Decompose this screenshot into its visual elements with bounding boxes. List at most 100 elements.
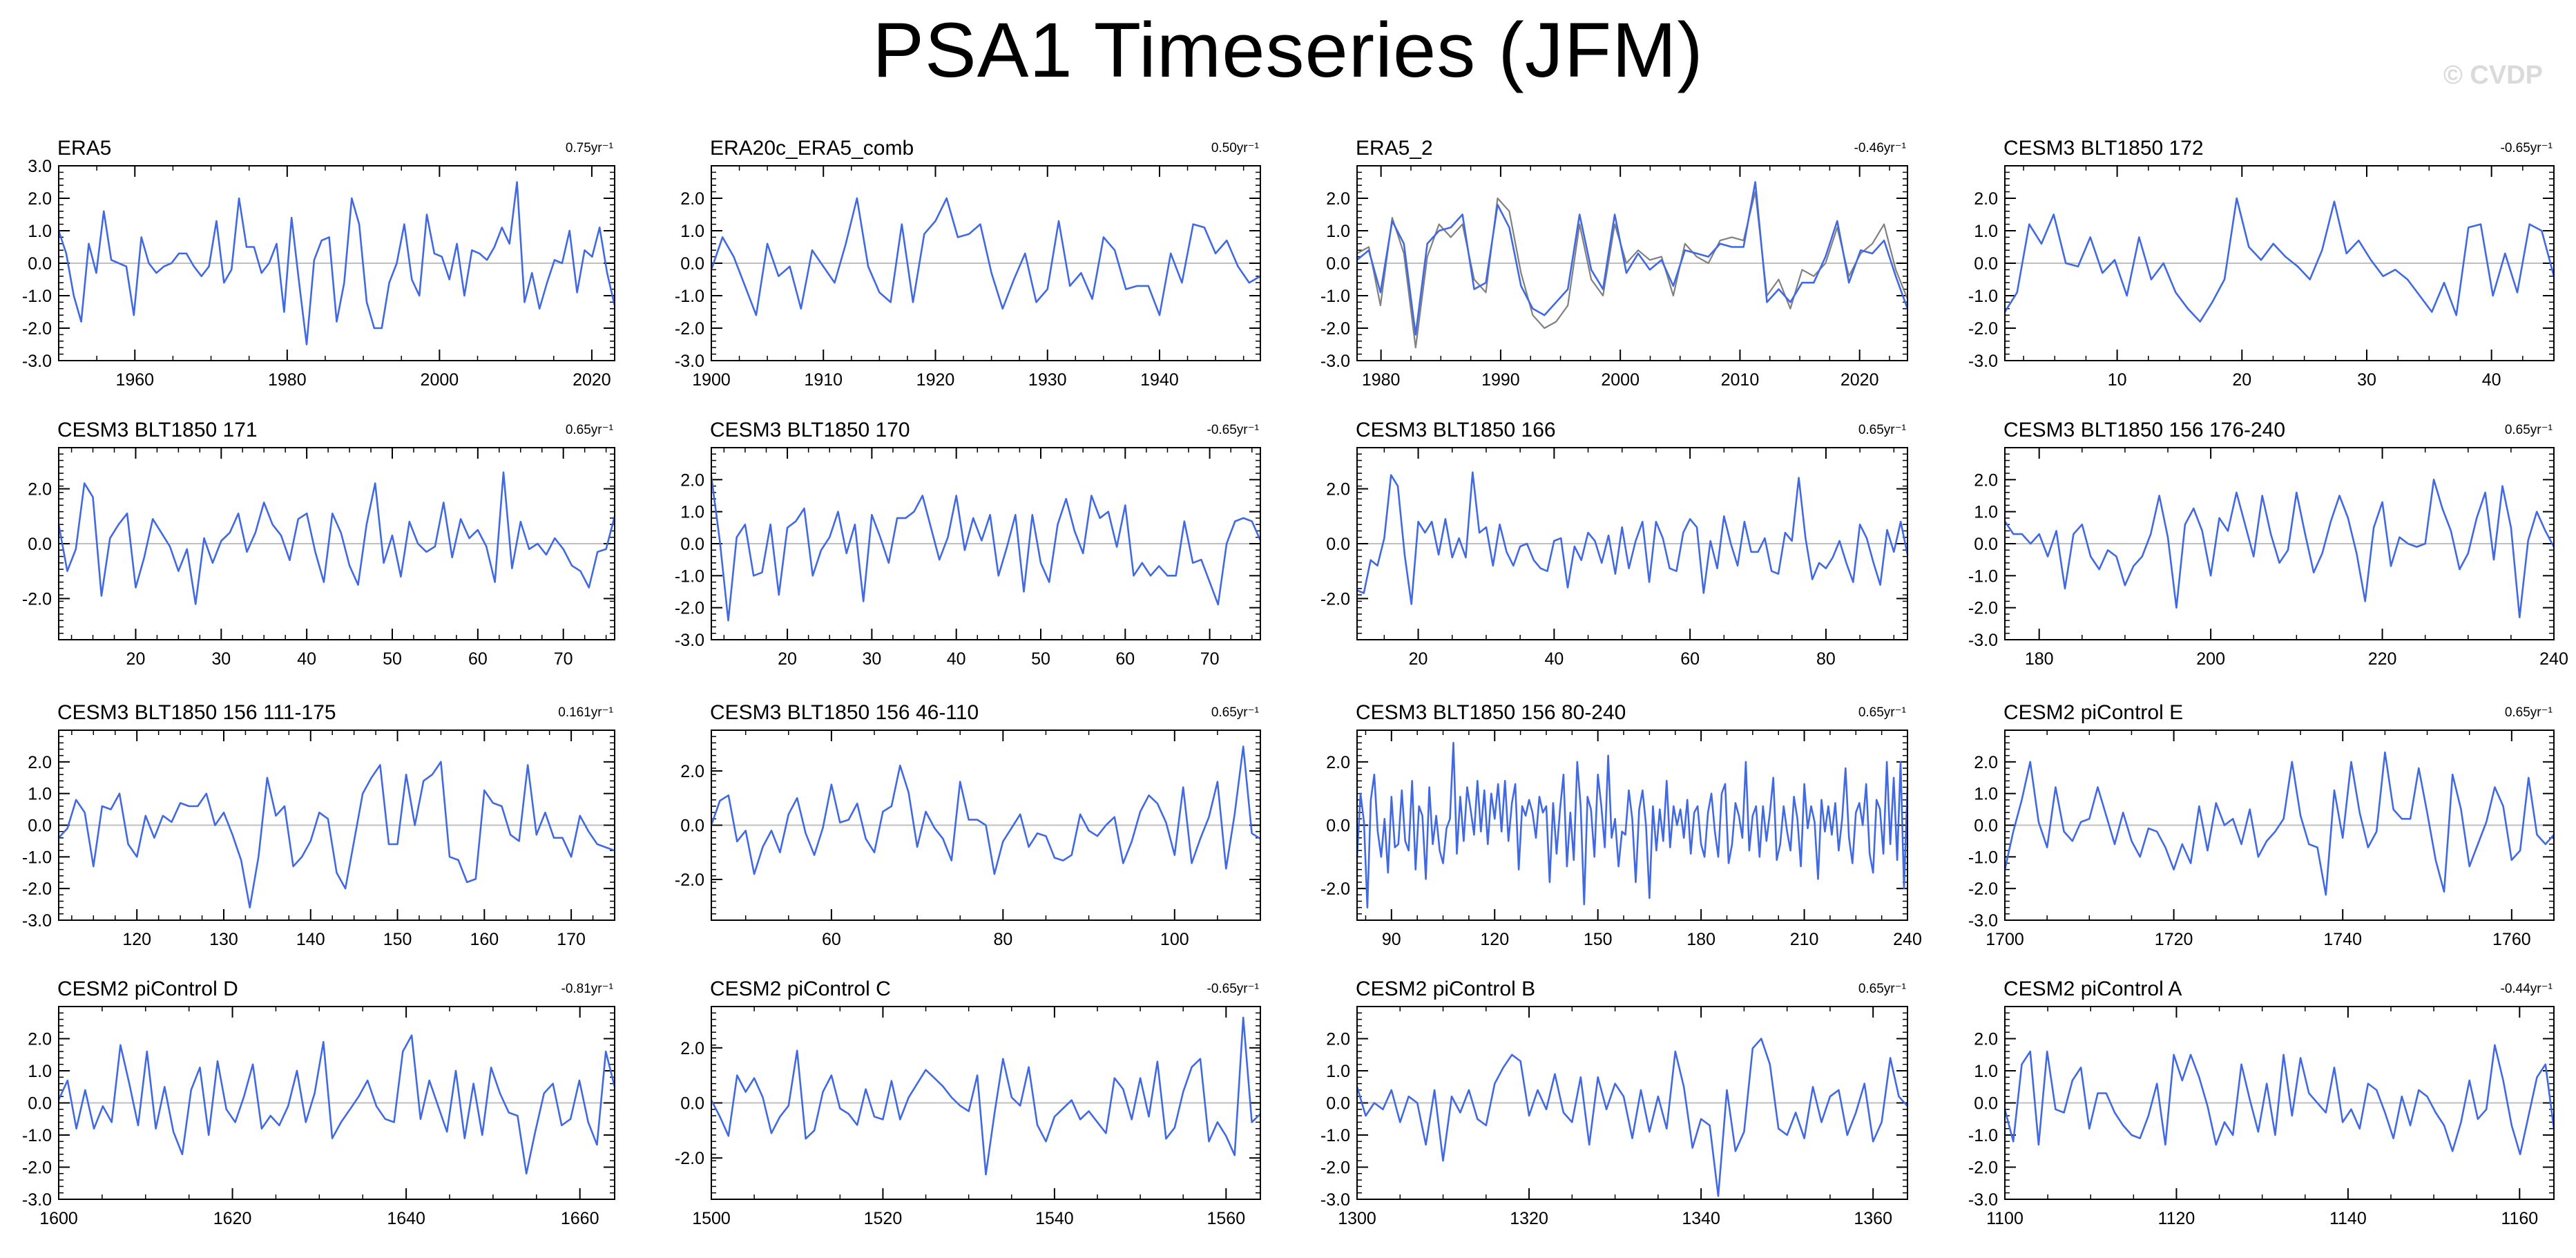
panel-trend: -0.44yr⁻¹ xyxy=(2501,982,2553,996)
plot-frame xyxy=(1356,447,1908,640)
y-tick-label: -2.0 xyxy=(22,319,52,339)
y-tick-label: 0.0 xyxy=(1326,254,1350,274)
x-tick-label: 1520 xyxy=(864,1209,903,1228)
y-tick-label: 1.0 xyxy=(28,1062,52,1081)
x-tick-label: 10 xyxy=(2108,370,2127,390)
panel-trend: -0.65yr⁻¹ xyxy=(1207,982,1260,996)
y-tick-label: -2.0 xyxy=(675,870,704,890)
plot-frame xyxy=(1356,730,1908,921)
plot-frame xyxy=(58,730,615,921)
y-tick-label: -2.0 xyxy=(22,1159,52,1178)
panel-title: CESM2 piControl C xyxy=(710,978,891,1000)
x-tick-label: 220 xyxy=(2368,649,2397,669)
y-tick-label: -3.0 xyxy=(675,631,704,650)
y-tick-label: 0.0 xyxy=(680,1094,704,1114)
series-line xyxy=(57,471,616,605)
y-tick-label: -2.0 xyxy=(1968,319,1998,339)
y-tick-label: 2.0 xyxy=(1974,753,1998,772)
y-tick-label: 2.0 xyxy=(1326,1030,1350,1049)
plot-frame xyxy=(711,165,1261,361)
x-tick-label: 1140 xyxy=(2329,1209,2367,1228)
y-tick-label: 1.0 xyxy=(1326,222,1350,241)
x-tick-label: 2020 xyxy=(573,370,611,390)
x-tick-label: 30 xyxy=(2357,370,2376,390)
y-tick-label: -2.0 xyxy=(1320,879,1350,899)
cvdp-watermark: © CVDP xyxy=(2443,61,2543,90)
y-tick-label: 3.0 xyxy=(28,157,52,176)
series-line xyxy=(2003,751,2555,896)
panel-trend: 0.75yr⁻¹ xyxy=(566,141,613,155)
y-tick-label: 0.0 xyxy=(28,817,52,836)
y-tick-label: -1.0 xyxy=(22,287,52,306)
panel-title: CESM2 piControl D xyxy=(57,978,238,1000)
x-tick-label: 240 xyxy=(2539,649,2568,669)
x-tick-label: 70 xyxy=(554,649,573,669)
y-tick-label: 2.0 xyxy=(1974,189,1998,209)
plot-frame xyxy=(2004,1006,2555,1200)
y-tick-label: 0.0 xyxy=(28,1094,52,1114)
x-tick-label: 2000 xyxy=(1601,370,1640,390)
y-tick-label: 2.0 xyxy=(1326,189,1350,209)
y-tick-label: 1.0 xyxy=(1974,503,1998,522)
y-tick-label: -3.0 xyxy=(1320,352,1350,371)
y-tick-label: 2.0 xyxy=(680,1039,704,1058)
y-tick-label: -1.0 xyxy=(1320,287,1350,306)
x-tick-label: 1930 xyxy=(1028,370,1067,390)
series-line xyxy=(1356,742,1909,908)
x-tick-label: 30 xyxy=(211,649,231,669)
y-tick-label: -2.0 xyxy=(22,589,52,609)
y-tick-label: 1.0 xyxy=(680,503,704,522)
panel-title: CESM3 BLT1850 166 xyxy=(1356,419,1556,441)
y-tick-label: -1.0 xyxy=(22,848,52,867)
series-line xyxy=(1356,471,1909,605)
plot-frame xyxy=(58,1006,615,1200)
y-tick-label: -2.0 xyxy=(1320,589,1350,609)
y-tick-label: -1.0 xyxy=(1320,1126,1350,1145)
panel-trend: 0.65yr⁻¹ xyxy=(2505,423,2553,437)
plot-frame xyxy=(1356,1006,1908,1200)
panel-trend: 0.65yr⁻¹ xyxy=(1858,705,1906,720)
x-tick-label: 20 xyxy=(126,649,146,669)
y-tick-label: 1.0 xyxy=(1326,1062,1350,1081)
x-tick-label: 1920 xyxy=(916,370,955,390)
x-tick-label: 1960 xyxy=(115,370,154,390)
y-tick-label: 0.0 xyxy=(1974,254,1998,274)
x-tick-label: 80 xyxy=(993,930,1012,949)
series-line xyxy=(710,476,1262,622)
y-tick-label: 2.0 xyxy=(1326,753,1350,772)
panel-title: CESM3 BLT1850 156 80-240 xyxy=(1356,701,1626,724)
y-tick-label: 2.0 xyxy=(680,470,704,490)
x-tick-label: 1720 xyxy=(2155,930,2193,949)
x-tick-label: 60 xyxy=(822,930,841,949)
series-line xyxy=(710,745,1261,875)
y-tick-label: -1.0 xyxy=(675,287,704,306)
y-tick-label: 2.0 xyxy=(1974,1030,1998,1049)
series-line xyxy=(57,181,616,345)
x-tick-label: 1160 xyxy=(2501,1209,2538,1228)
plot-frame xyxy=(2004,447,2555,640)
panel-trend: 0.161yr⁻¹ xyxy=(558,705,613,720)
x-tick-label: 150 xyxy=(1584,930,1613,949)
y-tick-label: 2.0 xyxy=(28,753,52,772)
series-line xyxy=(710,1016,1261,1176)
x-tick-label: 80 xyxy=(1816,649,1836,669)
y-tick-label: 2.0 xyxy=(1326,480,1350,499)
y-tick-label: -2.0 xyxy=(1320,1159,1350,1178)
y-tick-label: -2.0 xyxy=(675,599,704,618)
x-tick-label: 50 xyxy=(383,649,402,669)
x-tick-label: 1620 xyxy=(213,1209,252,1228)
reference-series-line xyxy=(1356,191,1909,349)
plot-frame xyxy=(711,1006,1261,1200)
y-tick-label: 1.0 xyxy=(28,222,52,241)
x-tick-label: 1300 xyxy=(1338,1209,1376,1228)
x-tick-label: 50 xyxy=(1031,649,1050,669)
x-tick-label: 1660 xyxy=(561,1209,599,1228)
panel-title: CESM2 piControl E xyxy=(2003,701,2183,724)
y-tick-label: -2.0 xyxy=(22,879,52,899)
x-tick-label: 40 xyxy=(2482,370,2501,390)
x-tick-label: 90 xyxy=(1382,930,1401,949)
x-tick-label: 180 xyxy=(2025,649,2054,669)
y-tick-label: -1.0 xyxy=(675,566,704,586)
x-tick-label: 2000 xyxy=(421,370,459,390)
x-tick-label: 1320 xyxy=(1510,1209,1548,1228)
